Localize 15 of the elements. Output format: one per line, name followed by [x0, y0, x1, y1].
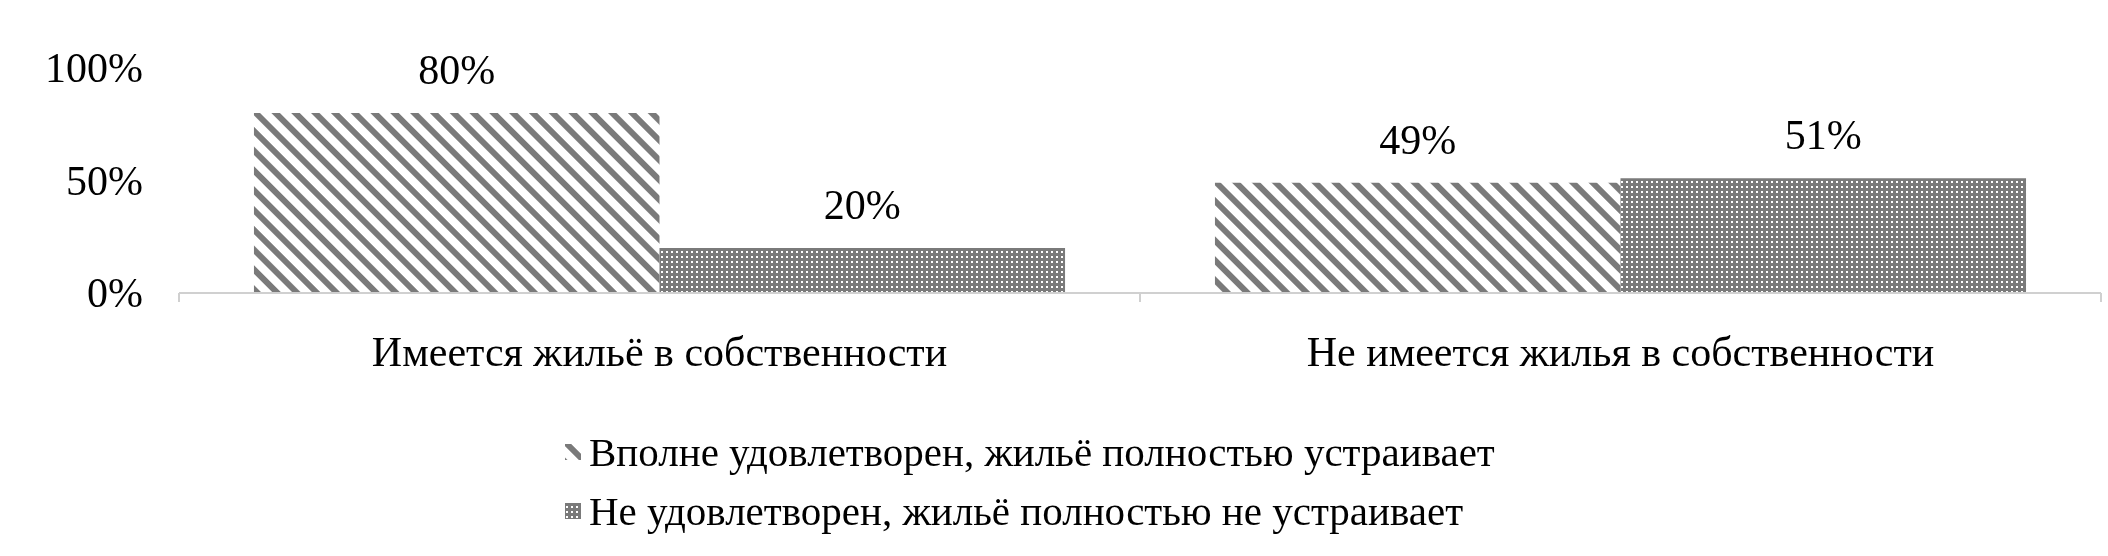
legend-label: Не удовлетворен, жильё полностью не устраивает [589, 488, 1464, 534]
bar [1214, 182, 1621, 293]
bar [253, 113, 660, 293]
y-tick-label: 50% [66, 157, 143, 204]
y-tick-label: 100% [45, 45, 143, 91]
data-label: 80% [418, 47, 496, 93]
legend-label: Вполне удовлетворен, жильё полностью устраивает [589, 429, 1495, 475]
data-label: 49% [1379, 116, 1457, 163]
bar [1620, 178, 2027, 293]
data-label: 51% [1784, 112, 1862, 159]
y-tick-label: 0% [87, 270, 143, 316]
bar [659, 248, 1066, 293]
data-label: 20% [823, 182, 901, 228]
x-tick-label: Не имеется жилья в собственности [1306, 329, 1935, 375]
x-tick-label: Имеется жильё в собственности [371, 329, 948, 375]
